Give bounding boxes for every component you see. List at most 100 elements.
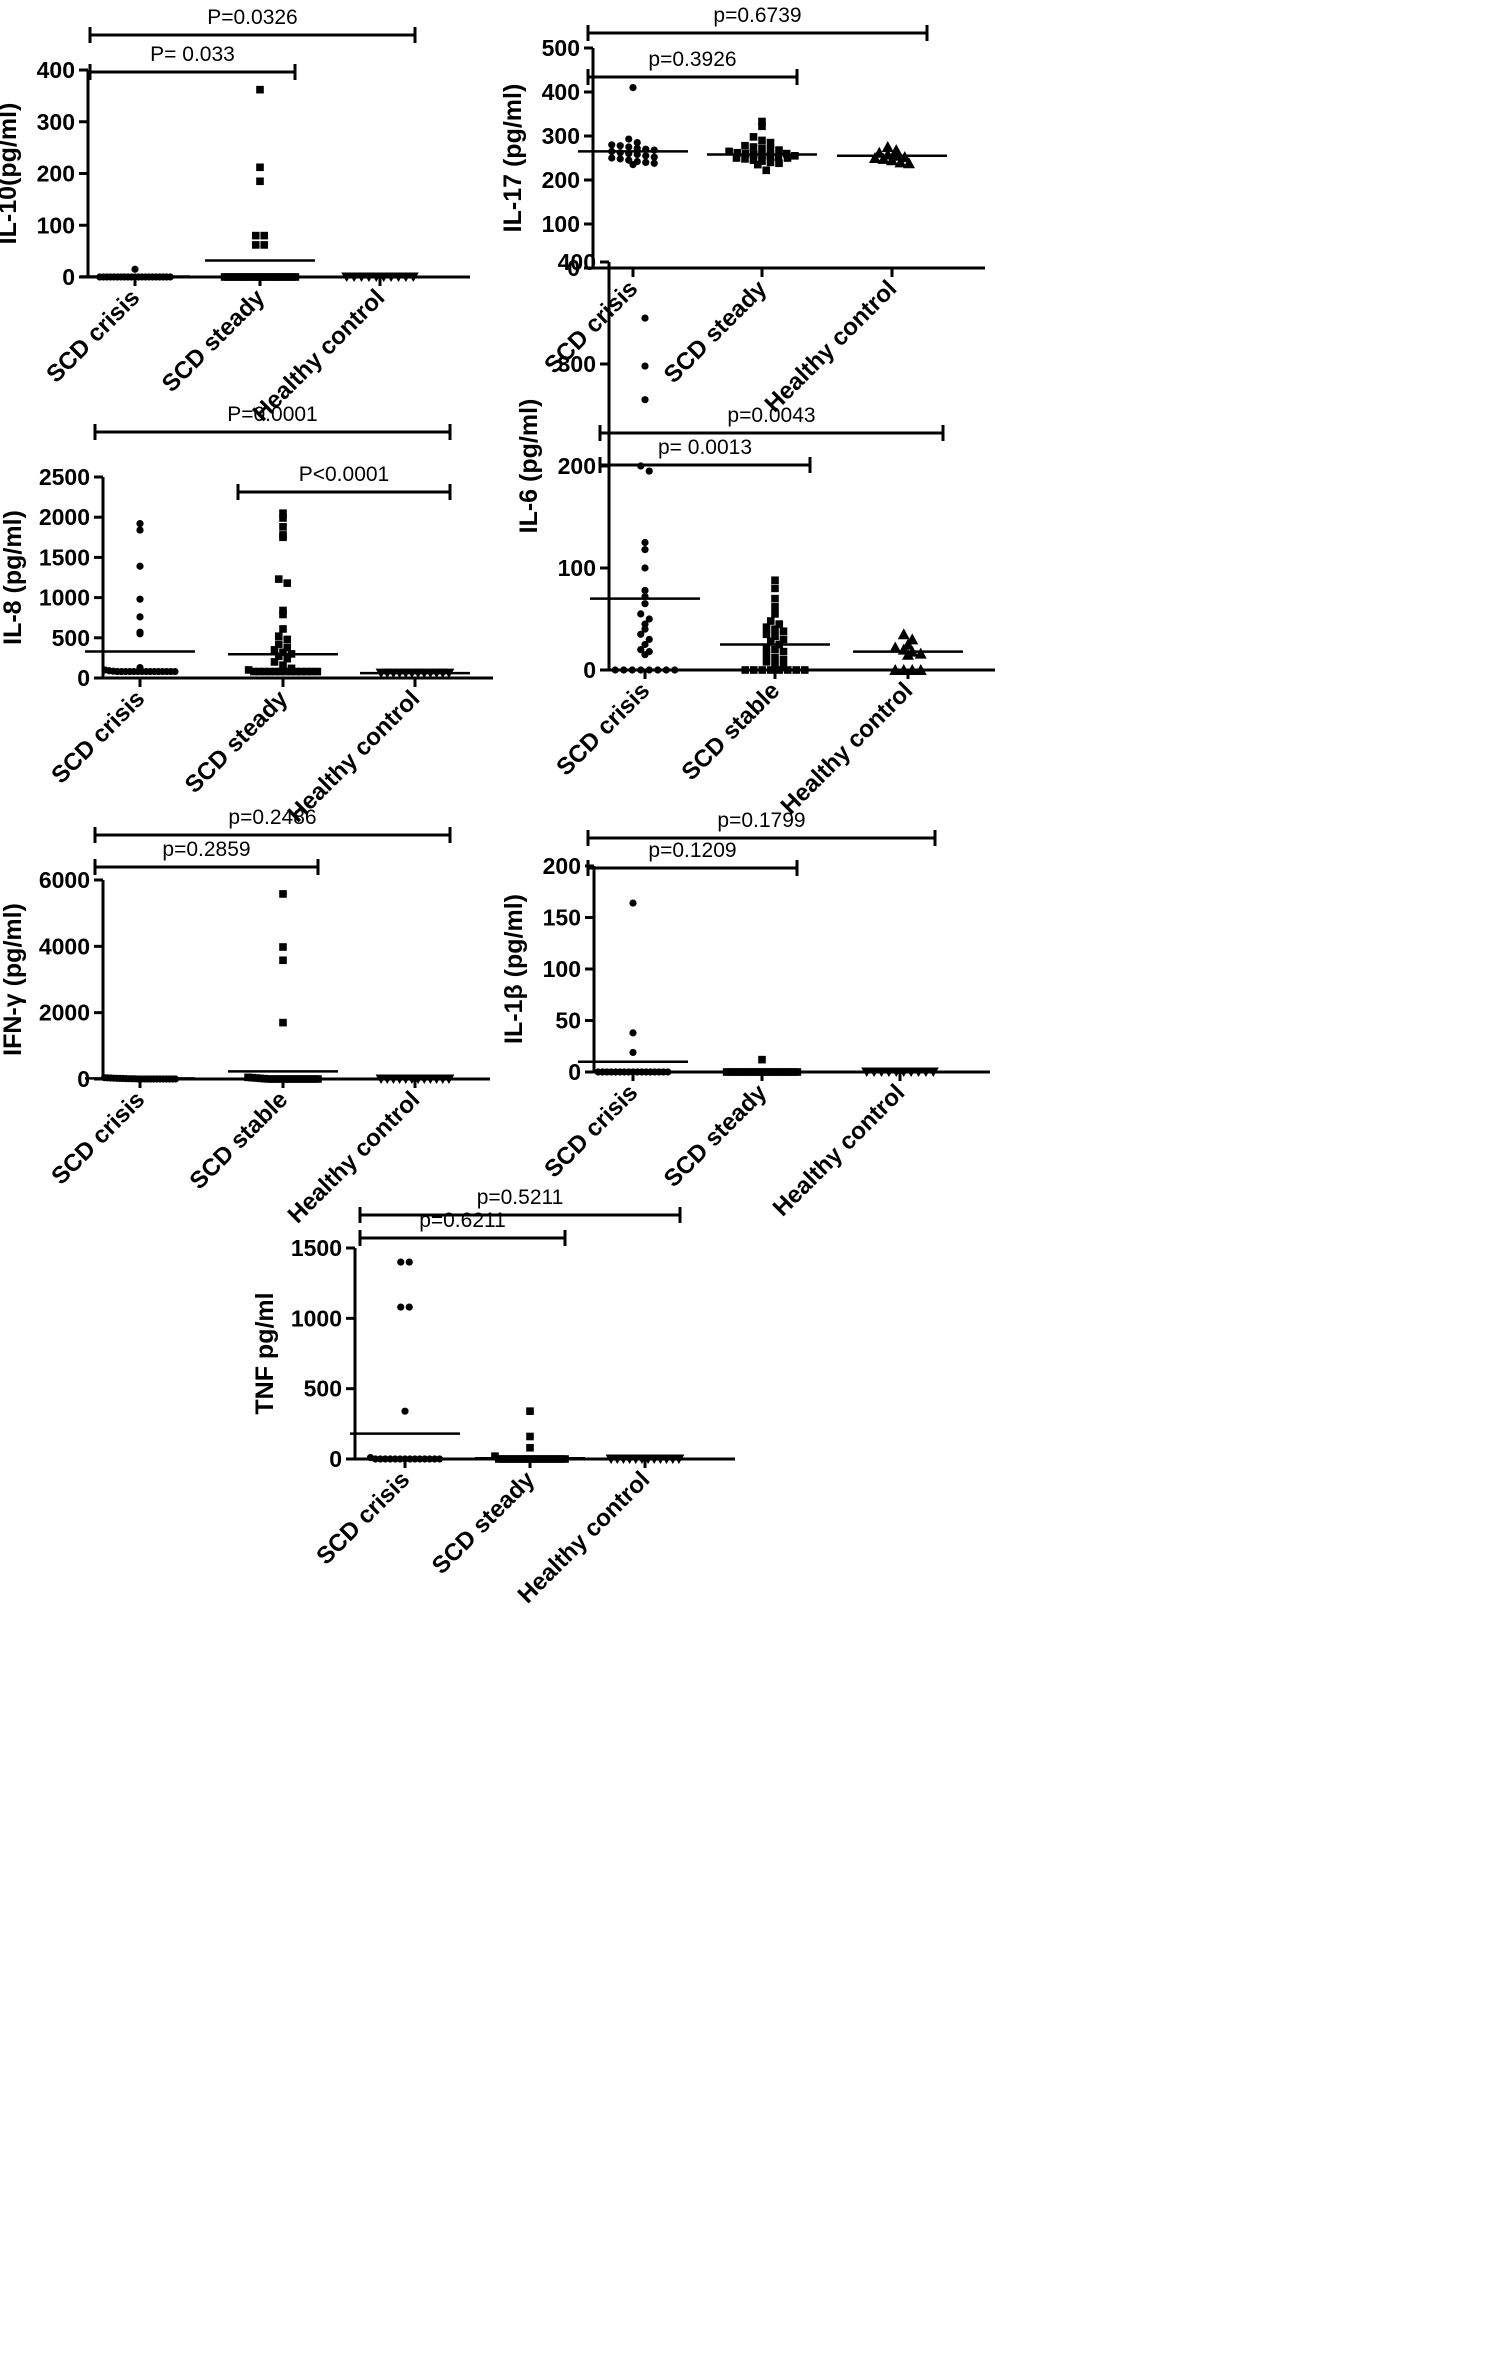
data-point: [633, 139, 641, 147]
y-tick-label: 300: [37, 109, 75, 135]
data-point: [758, 136, 766, 145]
data-point: [396, 1455, 404, 1463]
data-point: [244, 1073, 252, 1082]
data-point: [749, 133, 758, 141]
data-point: [405, 1303, 413, 1311]
data-point: [766, 617, 775, 625]
y-tick-label: 0: [329, 1446, 342, 1472]
y-axis-title: IFN-γ (pg/ml): [0, 903, 27, 1056]
data-point: [792, 666, 801, 674]
data-point: [758, 1055, 766, 1064]
y-tick-label: 1000: [291, 1305, 342, 1331]
data-point: [421, 1455, 429, 1463]
data-point: [641, 620, 649, 628]
y-tick-label: 2000: [39, 1000, 90, 1026]
data-point: [629, 84, 637, 92]
data-point: [779, 635, 788, 644]
data-point: [386, 1455, 394, 1463]
data-point: [645, 666, 653, 674]
data-point: [749, 666, 758, 674]
data-point: [733, 148, 742, 157]
data-point: [741, 141, 749, 150]
data-point: [136, 595, 144, 603]
data-point: [771, 594, 779, 603]
data-point: [314, 1075, 322, 1083]
y-tick-label: 300: [542, 123, 580, 149]
p-value-label: P<0.0001: [299, 463, 390, 486]
data-point: [766, 152, 775, 160]
data-point: [292, 667, 301, 676]
data-point: [279, 606, 287, 615]
p-value-label: p=0.1799: [717, 809, 805, 832]
data-point: [301, 1075, 310, 1083]
data-point: [279, 509, 287, 517]
data-point: [664, 1068, 672, 1076]
data-point: [136, 526, 144, 534]
data-point: [914, 664, 927, 675]
data-point: [637, 646, 645, 654]
series-scd-stable: [720, 576, 830, 674]
data-point: [762, 658, 771, 666]
y-axis-title: IL-6 (pg/ml): [515, 399, 543, 534]
significance-bracket: p=0.6211: [358, 1209, 567, 1246]
data-point: [783, 154, 792, 162]
y-tick-label: 400: [37, 57, 75, 83]
data-point: [641, 314, 649, 322]
data-point: [766, 145, 775, 153]
data-point: [889, 664, 902, 675]
data-point: [526, 1407, 534, 1415]
data-point: [749, 156, 758, 164]
data-point: [256, 1074, 265, 1083]
series-scd-steady: [228, 509, 338, 676]
data-point: [431, 1455, 439, 1463]
data-point: [779, 647, 788, 656]
data-point: [283, 579, 292, 587]
data-point: [890, 144, 903, 156]
data-point: [902, 648, 914, 660]
data-point: [268, 1075, 277, 1083]
data-point: [256, 85, 264, 94]
data-point: [771, 610, 779, 618]
data-point: [136, 613, 144, 621]
data-point: [276, 667, 285, 676]
significance-bracket: P=0.0001: [93, 403, 452, 440]
data-point: [779, 627, 788, 636]
data-point: [279, 625, 287, 633]
data-point: [775, 666, 784, 674]
data-point: [629, 1029, 637, 1037]
y-tick-label: 4000: [39, 933, 90, 959]
data-point: [277, 1075, 285, 1083]
y-tick-label: 2000: [39, 504, 90, 530]
y-tick-label: 400: [542, 79, 580, 105]
data-point: [914, 647, 927, 659]
series-scd-crisis: [80, 265, 190, 281]
data-point: [611, 666, 619, 674]
p-value-label: p=0.2859: [162, 838, 250, 861]
data-point: [251, 231, 260, 240]
p-value-label: p=0.5211: [477, 1186, 564, 1209]
p-value-label: p=0.2486: [228, 806, 316, 829]
data-point: [662, 666, 670, 674]
data-point: [260, 241, 269, 249]
data-point: [766, 666, 775, 674]
p-value-label: P=0.0326: [207, 6, 298, 29]
data-point: [305, 1075, 314, 1083]
data-point: [771, 576, 779, 585]
data-point: [264, 1075, 273, 1083]
data-point: [608, 141, 616, 149]
data-point: [650, 153, 658, 161]
data-point: [313, 667, 322, 676]
data-point: [633, 144, 641, 152]
data-point: [283, 635, 292, 644]
data-point: [771, 602, 779, 611]
data-point: [641, 651, 649, 659]
data-point: [260, 231, 269, 240]
data-point: [397, 1303, 405, 1311]
data-point: [637, 610, 645, 618]
data-point: [270, 646, 279, 654]
data-point: [762, 630, 771, 639]
data-point: [732, 154, 741, 162]
significance-bracket: p=0.3926: [586, 48, 799, 85]
p-value-label: p=0.1209: [648, 839, 736, 862]
y-tick-label: 100: [37, 212, 75, 238]
